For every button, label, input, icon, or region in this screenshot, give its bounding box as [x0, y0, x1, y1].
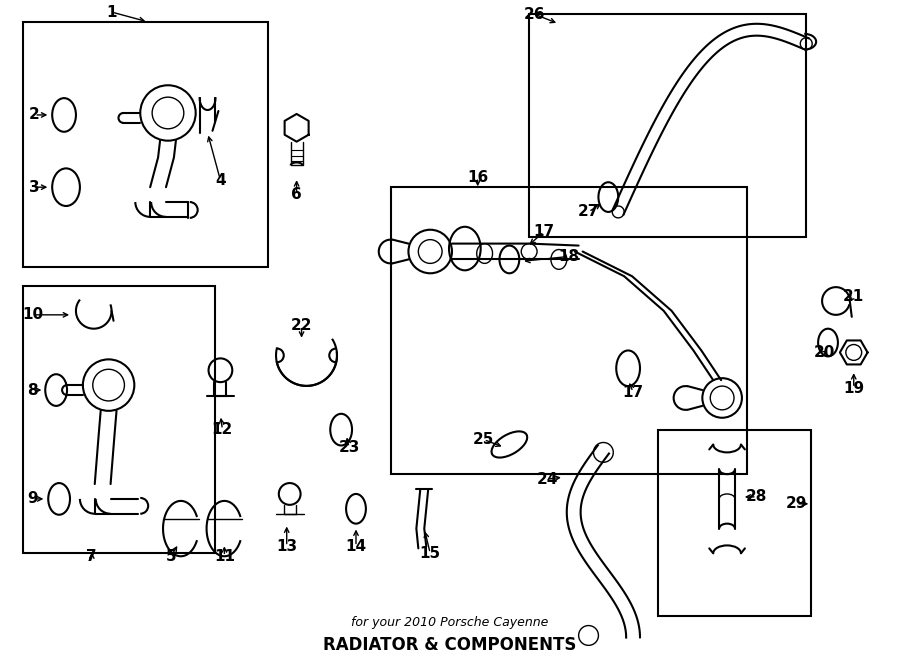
Text: 9: 9 — [27, 491, 38, 506]
Text: 18: 18 — [558, 249, 580, 264]
Text: RADIATOR & COMPONENTS: RADIATOR & COMPONENTS — [323, 637, 577, 654]
Text: 14: 14 — [346, 539, 366, 554]
Text: 15: 15 — [419, 546, 441, 561]
Text: 16: 16 — [467, 170, 489, 185]
Text: 17: 17 — [534, 224, 554, 239]
Bar — [529, 14, 806, 237]
Text: 22: 22 — [291, 318, 312, 333]
Text: 28: 28 — [746, 489, 768, 504]
Bar — [658, 430, 811, 615]
Text: 27: 27 — [578, 204, 599, 219]
Text: 1: 1 — [106, 5, 117, 20]
Text: 24: 24 — [536, 471, 558, 486]
Text: for your 2010 Porsche Cayenne: for your 2010 Porsche Cayenne — [351, 616, 549, 629]
Text: 29: 29 — [786, 496, 807, 512]
Text: 20: 20 — [814, 345, 834, 360]
Text: 21: 21 — [843, 289, 864, 303]
Text: 7: 7 — [86, 549, 97, 564]
Text: 8: 8 — [27, 383, 38, 397]
Text: 11: 11 — [214, 549, 235, 564]
Text: 25: 25 — [473, 432, 494, 447]
Text: 10: 10 — [22, 307, 43, 323]
Text: 26: 26 — [524, 7, 544, 22]
Text: 19: 19 — [843, 381, 864, 395]
Text: 13: 13 — [276, 539, 297, 554]
Bar — [391, 187, 747, 474]
Text: 6: 6 — [292, 186, 302, 202]
Text: 5: 5 — [166, 549, 176, 564]
Text: 17: 17 — [623, 385, 644, 399]
Text: 2: 2 — [29, 108, 40, 122]
Bar — [22, 286, 215, 553]
Text: 23: 23 — [338, 440, 360, 455]
Text: 12: 12 — [212, 422, 233, 437]
Bar — [22, 22, 268, 267]
Text: 3: 3 — [29, 180, 40, 195]
Text: 4: 4 — [215, 173, 226, 188]
